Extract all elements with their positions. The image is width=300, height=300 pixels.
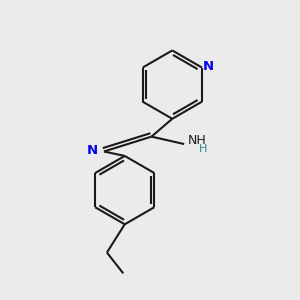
Text: NH: NH bbox=[187, 134, 206, 147]
Text: H: H bbox=[199, 144, 208, 154]
Text: N: N bbox=[87, 144, 98, 157]
Text: N: N bbox=[203, 60, 214, 74]
